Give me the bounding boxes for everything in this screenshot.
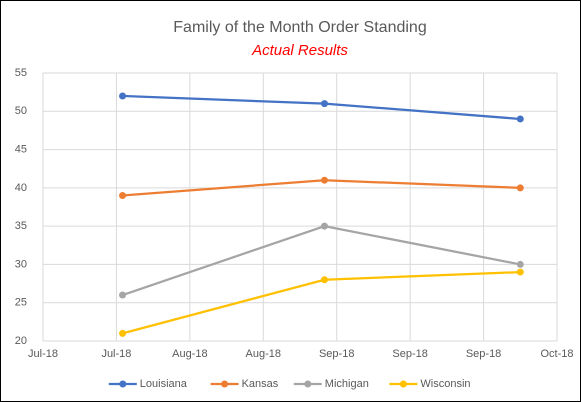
x-tick-label: Sep-18 [319,348,354,360]
y-tick-label: 50 [15,105,27,117]
chart-subtitle: Actual Results [251,42,348,59]
y-tick-label: 30 [15,258,27,270]
x-tick-label: Jul-18 [101,348,131,360]
data-point [119,329,127,337]
x-tick-label: Oct-18 [540,348,573,360]
data-point [516,115,524,123]
legend-label: Kansas [242,378,279,390]
legend-marker [304,380,312,388]
data-point [320,100,328,108]
legend-label: Wisconsin [420,378,470,390]
legend-marker [399,380,407,388]
data-point [320,276,328,284]
x-tick-label: Sep-18 [392,348,427,360]
data-point [320,222,328,230]
legend-marker [119,380,127,388]
legend-marker [221,380,229,388]
x-tick-label: Aug-18 [246,348,281,360]
x-tick-label: Jul-18 [28,348,58,360]
data-point [119,291,127,299]
data-point [516,268,524,276]
data-point [320,176,328,184]
y-tick-label: 55 [15,67,27,79]
y-tick-label: 40 [15,182,27,194]
y-tick-label: 45 [15,143,27,155]
legend-label: Michigan [325,378,369,390]
y-tick-label: 20 [15,335,27,347]
chart-title: Family of the Month Order Standing [173,19,426,36]
data-point [119,92,127,100]
x-tick-label: Sep-18 [466,348,501,360]
y-tick-label: 25 [15,297,27,309]
data-point [119,192,127,200]
x-tick-label: Aug-18 [172,348,207,360]
data-point [516,184,524,192]
legend-label: Louisiana [140,378,188,390]
data-point [516,260,524,268]
y-tick-label: 35 [15,220,27,232]
